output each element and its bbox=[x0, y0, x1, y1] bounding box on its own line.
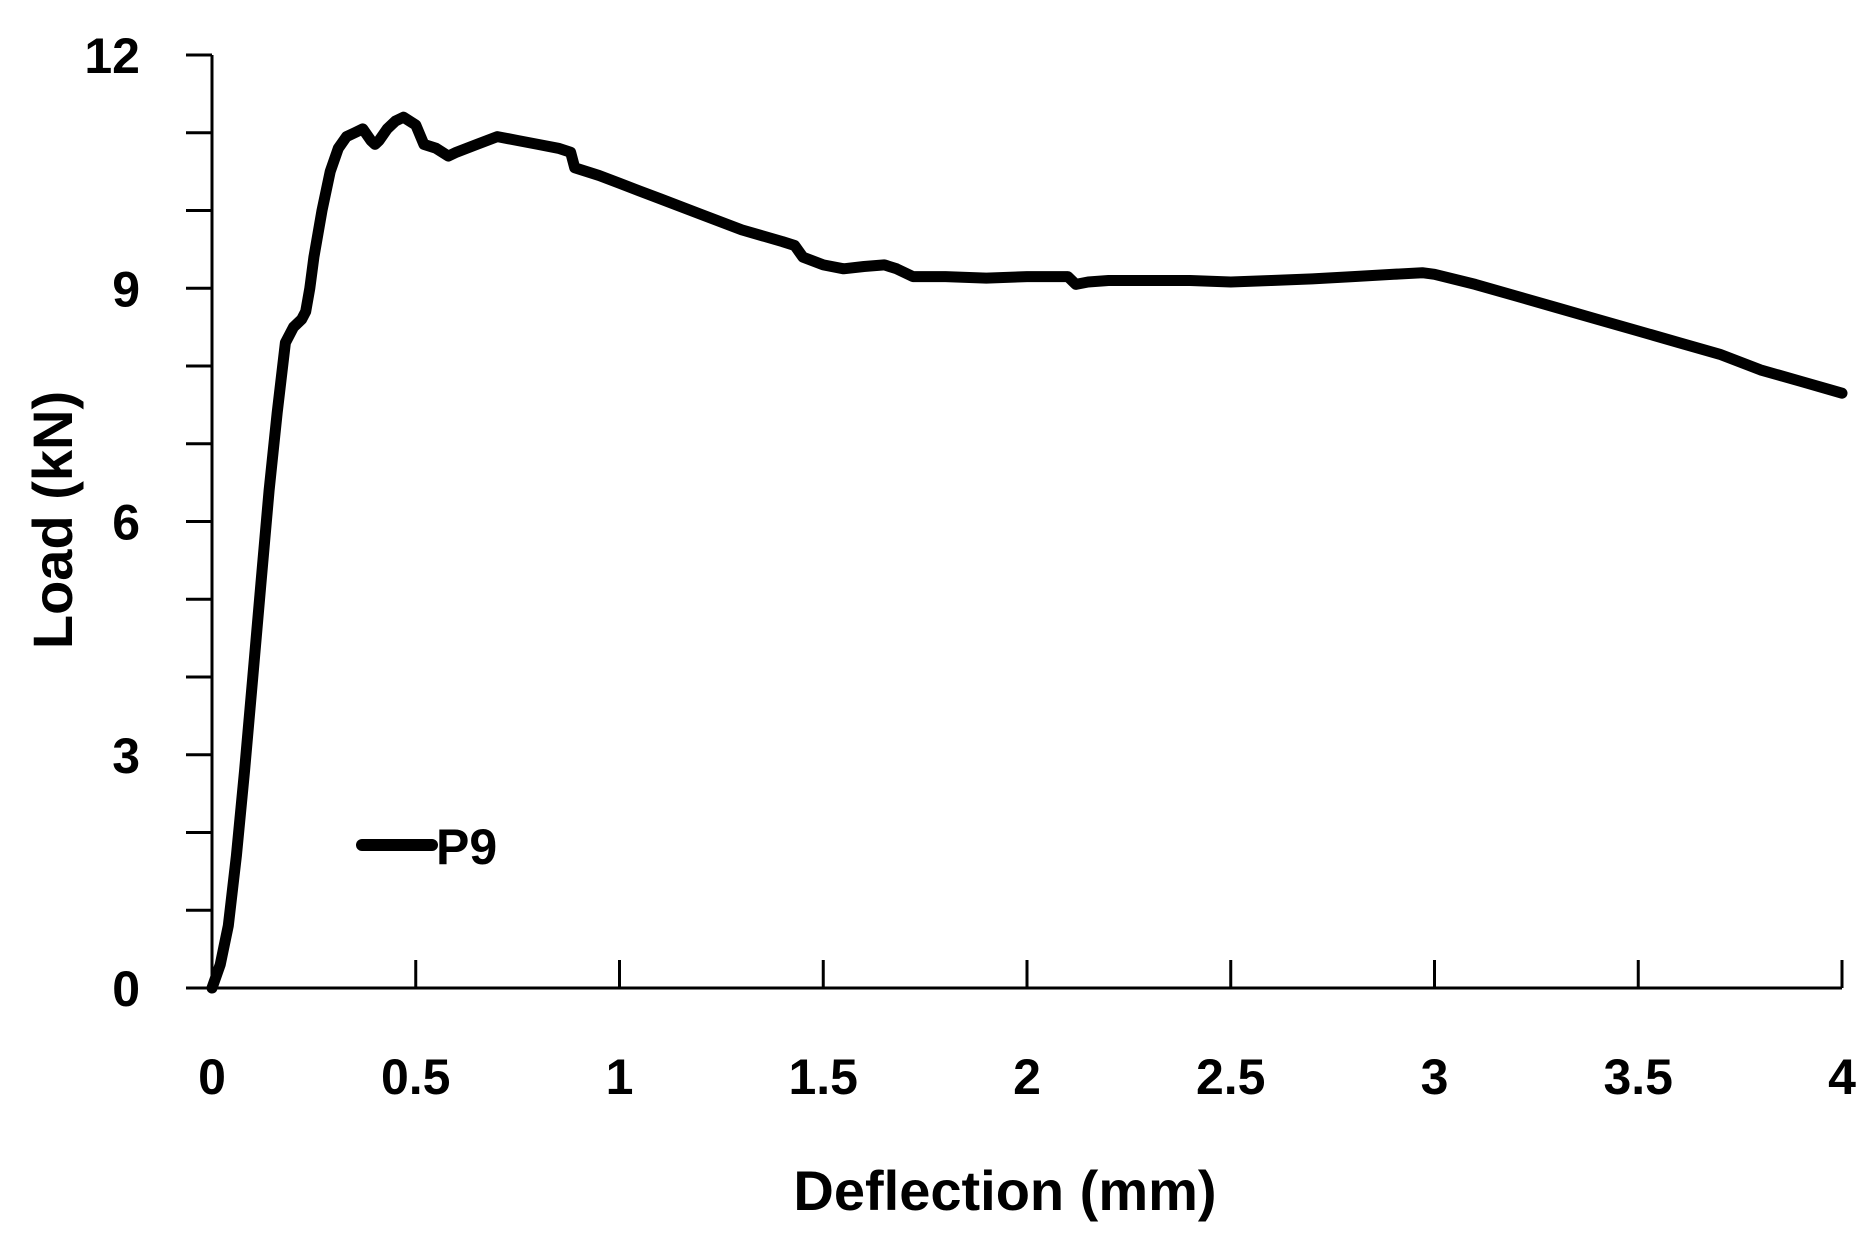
series-layer bbox=[206, 111, 1848, 994]
y-tick-label: 12 bbox=[84, 28, 140, 84]
y-tick-label: 6 bbox=[112, 495, 140, 551]
tick-labels: 0 0.5 1 1.5 2 2.5 3 3.5 4 0 3 6 9 12 bbox=[84, 28, 1856, 1105]
legend-label-p9: P9 bbox=[436, 819, 497, 875]
y-tick-label: 0 bbox=[112, 961, 140, 1017]
x-tick-label: 1 bbox=[606, 1049, 634, 1105]
x-tick-label: 0.5 bbox=[381, 1049, 451, 1105]
x-tick-label: 2 bbox=[1013, 1049, 1041, 1105]
x-tick-label: 1.5 bbox=[788, 1049, 858, 1105]
x-axis-title: Deflection (mm) bbox=[793, 1159, 1216, 1222]
legend: P9 bbox=[356, 819, 497, 875]
x-tick-label: 0 bbox=[198, 1049, 226, 1105]
series-line-p9 bbox=[206, 111, 1848, 994]
x-tick-label: 2.5 bbox=[1196, 1049, 1266, 1105]
x-tick-label: 3.5 bbox=[1603, 1049, 1673, 1105]
y-axis-title: Load (kN) bbox=[21, 391, 84, 649]
y-tick-label: 3 bbox=[112, 728, 140, 784]
y-tick-label: 9 bbox=[112, 261, 140, 317]
x-tick-label: 4 bbox=[1828, 1049, 1856, 1105]
x-tick-label: 3 bbox=[1421, 1049, 1449, 1105]
